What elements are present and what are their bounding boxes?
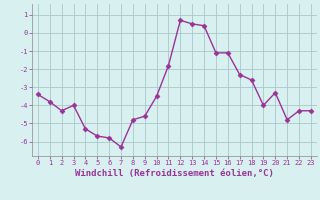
X-axis label: Windchill (Refroidissement éolien,°C): Windchill (Refroidissement éolien,°C) <box>75 169 274 178</box>
